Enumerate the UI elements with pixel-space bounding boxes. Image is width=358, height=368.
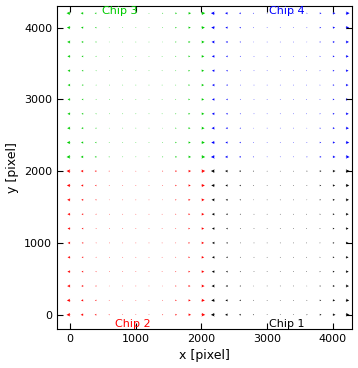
Text: Chip 3: Chip 3 — [102, 6, 137, 16]
Text: Chip 4: Chip 4 — [269, 6, 305, 16]
Text: Chip 2: Chip 2 — [115, 319, 150, 329]
Y-axis label: y [pixel]: y [pixel] — [6, 142, 19, 193]
Text: Chip 1: Chip 1 — [269, 319, 305, 329]
X-axis label: x [pixel]: x [pixel] — [179, 350, 230, 362]
